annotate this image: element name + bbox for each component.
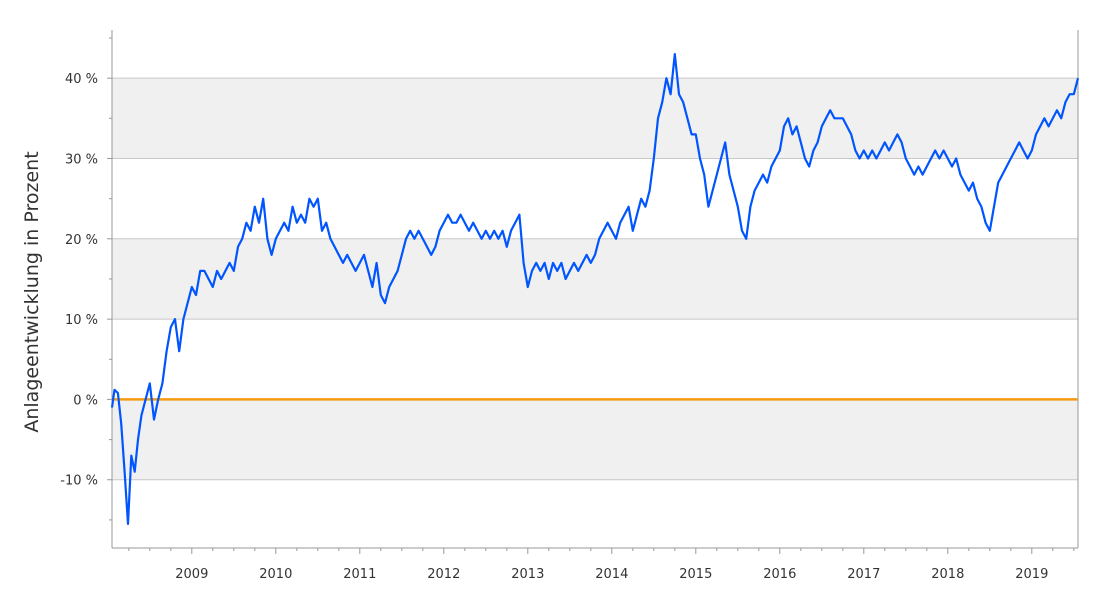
x-tick-label: 2012 <box>427 567 460 582</box>
band <box>112 399 1078 480</box>
x-tick-label: 2010 <box>259 567 292 582</box>
band <box>112 78 1078 159</box>
x-tick-label: 2014 <box>595 567 628 582</box>
y-tick-label: -10 % <box>60 474 98 489</box>
y-tick-label: 10 % <box>65 313 98 328</box>
x-tick-label: 2009 <box>175 567 208 582</box>
y-tick-label: 20 % <box>65 233 98 248</box>
y-tick-label: 40 % <box>65 72 98 87</box>
x-tick-label: 2015 <box>679 567 712 582</box>
gridlines <box>112 77 1078 481</box>
x-tick-label: 2019 <box>1015 567 1048 582</box>
axes <box>111 30 1079 549</box>
y-axis-label: Anlageentwicklung in Prozent <box>21 151 43 432</box>
x-axis-ticks: 2009 2010 2011 2012 2013 2014 2015 2016 2017 2018… <box>128 548 1075 582</box>
background-bands <box>112 78 1078 480</box>
x-tick-label: 2013 <box>511 567 544 582</box>
x-tick-label: 2011 <box>343 567 376 582</box>
series-group <box>110 53 1080 525</box>
x-tick-label: 2018 <box>931 567 964 582</box>
y-axis-ticks: 40 % 30 % 20 % 10 % 0 % -10 % <box>60 37 112 521</box>
y-tick-label: 30 % <box>65 152 98 167</box>
x-tick-label: 2017 <box>847 567 880 582</box>
x-tick-label: 2016 <box>763 567 796 582</box>
series-line <box>110 53 1080 525</box>
y-tick-label: 0 % <box>73 393 98 408</box>
